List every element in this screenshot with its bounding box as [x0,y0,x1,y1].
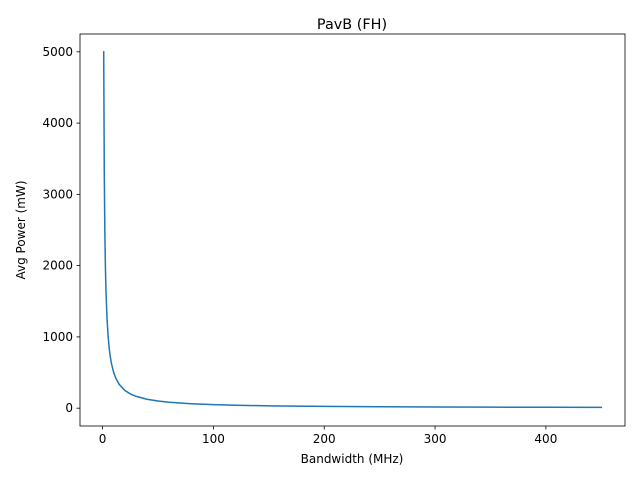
x-axis-label: Bandwidth (MHz) [301,452,404,466]
axes-frame [79,33,626,427]
y-tick-label: 2000 [42,259,73,273]
y-tick-label: 5000 [42,45,73,59]
x-tick-label: 100 [202,432,225,446]
chart-title: PavB (FH) [317,17,387,33]
x-tick-label: 200 [313,432,336,446]
y-tick-label: 3000 [42,187,73,201]
x-tick-label: 300 [424,432,447,446]
y-tick-label: 0 [65,401,73,415]
plot-area [102,51,603,409]
y-tick-label: 1000 [42,330,73,344]
series-line-1 [102,51,603,409]
y-tick-label: 4000 [42,116,73,130]
y-axis: 0 1000 2000 3000 4000 5000 [42,45,80,415]
x-axis: 0 100 200 300 400 [99,426,557,446]
x-tick-label: 0 [99,432,107,446]
y-axis-label: Avg Power (mW) [14,180,28,279]
x-tick-label: 400 [534,432,557,446]
